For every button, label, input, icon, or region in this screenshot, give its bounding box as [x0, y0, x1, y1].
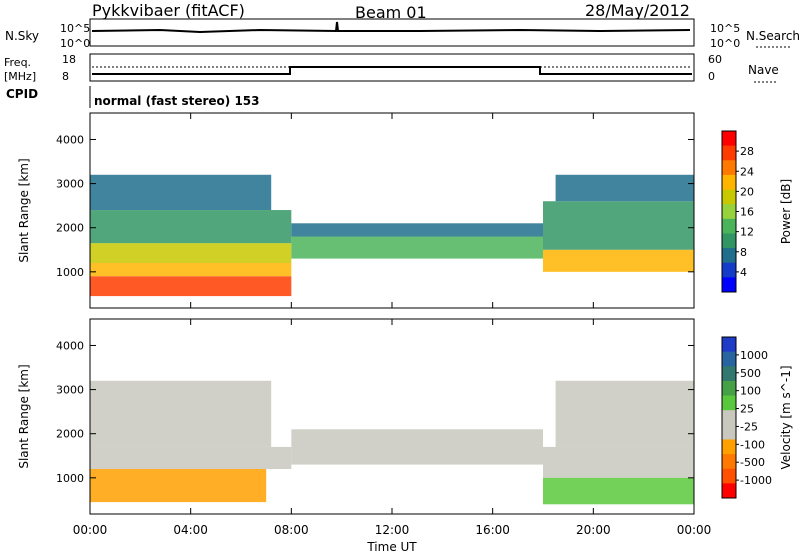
power-colorbar-swatch-0	[722, 131, 736, 147]
power-band-7	[543, 249, 694, 272]
velocity-colorbar-tick-label-0: 1000	[740, 349, 768, 362]
velocity-y-axis-title: Slant Range [km]	[17, 364, 31, 468]
power-colorbar-swatch-4	[722, 189, 736, 205]
power-colorbar-swatch-6	[722, 218, 736, 234]
velocity-ytick-label-0: 1000	[56, 472, 84, 485]
power-colorbar-tick-label-2: 20	[740, 185, 754, 198]
velocity-band-0	[90, 469, 267, 503]
velocity-colorbar-swatch-4	[722, 395, 736, 411]
power-colorbar-tick-label-6: 4	[740, 266, 747, 279]
freq-tick-high: 18	[62, 53, 76, 66]
power-colorbar-tick-label-3: 16	[740, 206, 754, 219]
power-band-4	[90, 174, 272, 211]
power-colorbar-swatch-2	[722, 160, 736, 176]
nave-label: Nave	[748, 63, 779, 77]
nsky-label: N.Sky	[5, 29, 39, 43]
nsearch-tick-high: 10^5	[710, 22, 740, 35]
power-colorbar-swatch-3	[722, 174, 736, 191]
nsky-tick-low: 10^0	[60, 37, 90, 50]
freq-panel	[89, 53, 695, 82]
x-axis-title: Time UT	[366, 540, 417, 554]
power-colorbar-swatch-8	[722, 248, 736, 264]
power-ytick-label-3: 4000	[56, 133, 84, 146]
velocity-colorbar-tick-label-5: -100	[740, 438, 765, 451]
freq-tick-low: 8	[62, 70, 69, 83]
power-colorbar-swatch-5	[722, 204, 736, 220]
velocity-band-2	[90, 380, 272, 447]
power-y-axis-title: Slant Range [km]	[17, 158, 31, 262]
velocity-band-1	[90, 446, 292, 469]
velocity-band-4	[543, 446, 694, 478]
nsky-tick-high: 10^5	[60, 22, 90, 35]
velocity-colorbar-swatch-2	[722, 366, 736, 382]
velocity-colorbar-swatch-0	[722, 337, 736, 353]
station-title: Pykkvibaer (fitACF)	[92, 1, 245, 20]
power-colorbar-tick-label-4: 12	[740, 226, 754, 239]
velocity-colorbar-swatch-9	[722, 468, 736, 484]
velocity-xtick-label-1: 04:00	[173, 523, 208, 537]
nsky-trace	[91, 21, 691, 34]
velocity-colorbar-swatch-6	[722, 424, 736, 440]
power-colorbar-tick-label-5: 8	[740, 246, 747, 259]
power-colorbar-swatch-10	[722, 277, 736, 293]
velocity-colorbar-tick-label-7: -1000	[740, 474, 772, 487]
nsearch-label: N.Search	[746, 29, 800, 43]
velocity-colorbar-tick-label-1: 500	[740, 367, 761, 380]
velocity-colorbar-title: Velocity [m s^-1]	[779, 365, 793, 469]
velocity-xtick-label-5: 20:00	[576, 523, 611, 537]
velocity-xtick-label-3: 12:00	[375, 523, 410, 537]
velocity-colorbar-tick-label-4: -25	[740, 420, 758, 433]
nsearch-tick-low: 10^0	[710, 37, 740, 50]
cpid-mode: normal (fast stereo) 153	[94, 94, 260, 108]
power-band-0	[90, 276, 292, 297]
power-band-6	[291, 223, 543, 237]
power-ytick-label-0: 1000	[56, 266, 84, 279]
velocity-colorbar-swatch-8	[722, 454, 736, 470]
power-band-1	[90, 263, 292, 277]
date-title: 28/May/2012	[585, 1, 690, 20]
power-colorbar-tick-label-0: 28	[740, 145, 754, 158]
power-colorbar-swatch-1	[722, 145, 736, 161]
velocity-colorbar-frame	[721, 336, 737, 499]
freq-label: Freq.	[4, 56, 31, 69]
freq-unit-label: [MHz]	[4, 70, 36, 83]
nave-tick-low: 0	[708, 70, 715, 83]
velocity-colorbar-swatch-10	[722, 483, 736, 499]
velocity-xtick-label-6: 00:00	[677, 523, 712, 537]
velocity-colorbar-swatch-5	[722, 410, 736, 426]
power-ytick-label-2: 3000	[56, 178, 84, 191]
velocity-colorbar-swatch-7	[722, 439, 736, 455]
velocity-xtick-label-4: 16:00	[475, 523, 510, 537]
cpid-label: CPID	[6, 87, 38, 101]
velocity-colorbar-tick-label-2: 100	[740, 385, 761, 398]
power-band-8	[543, 201, 694, 250]
velocity-ytick-label-3: 4000	[56, 339, 84, 352]
freq-trace	[92, 66, 692, 75]
beam-title: Beam 01	[355, 3, 427, 22]
power-colorbar-swatch-9	[722, 262, 736, 278]
velocity-ytick-label-1: 2000	[56, 428, 84, 441]
power-ytick-label-1: 2000	[56, 222, 84, 235]
velocity-band-3	[291, 429, 543, 465]
power-band-5	[291, 236, 543, 259]
velocity-xtick-label-2: 08:00	[274, 523, 309, 537]
velocity-colorbar-swatch-3	[722, 380, 736, 397]
nsky-panel	[89, 18, 695, 47]
velocity-xtick-label-0: 00:00	[73, 523, 108, 537]
velocity-band-5	[543, 477, 694, 505]
power-band-3	[90, 210, 292, 244]
power-colorbar-title: Power [dB]	[779, 179, 793, 244]
velocity-colorbar-swatch-1	[722, 351, 736, 367]
power-colorbar-swatch-7	[722, 233, 736, 249]
power-band-9	[555, 174, 694, 202]
nave-tick-high: 60	[708, 53, 722, 66]
power-band-2	[90, 243, 292, 263]
velocity-ytick-label-2: 3000	[56, 384, 84, 397]
velocity-colorbar-tick-label-6: -500	[740, 456, 765, 469]
power-colorbar-tick-label-1: 24	[740, 165, 754, 178]
velocity-colorbar-tick-label-3: 25	[740, 403, 754, 416]
velocity-band-6	[555, 380, 694, 447]
